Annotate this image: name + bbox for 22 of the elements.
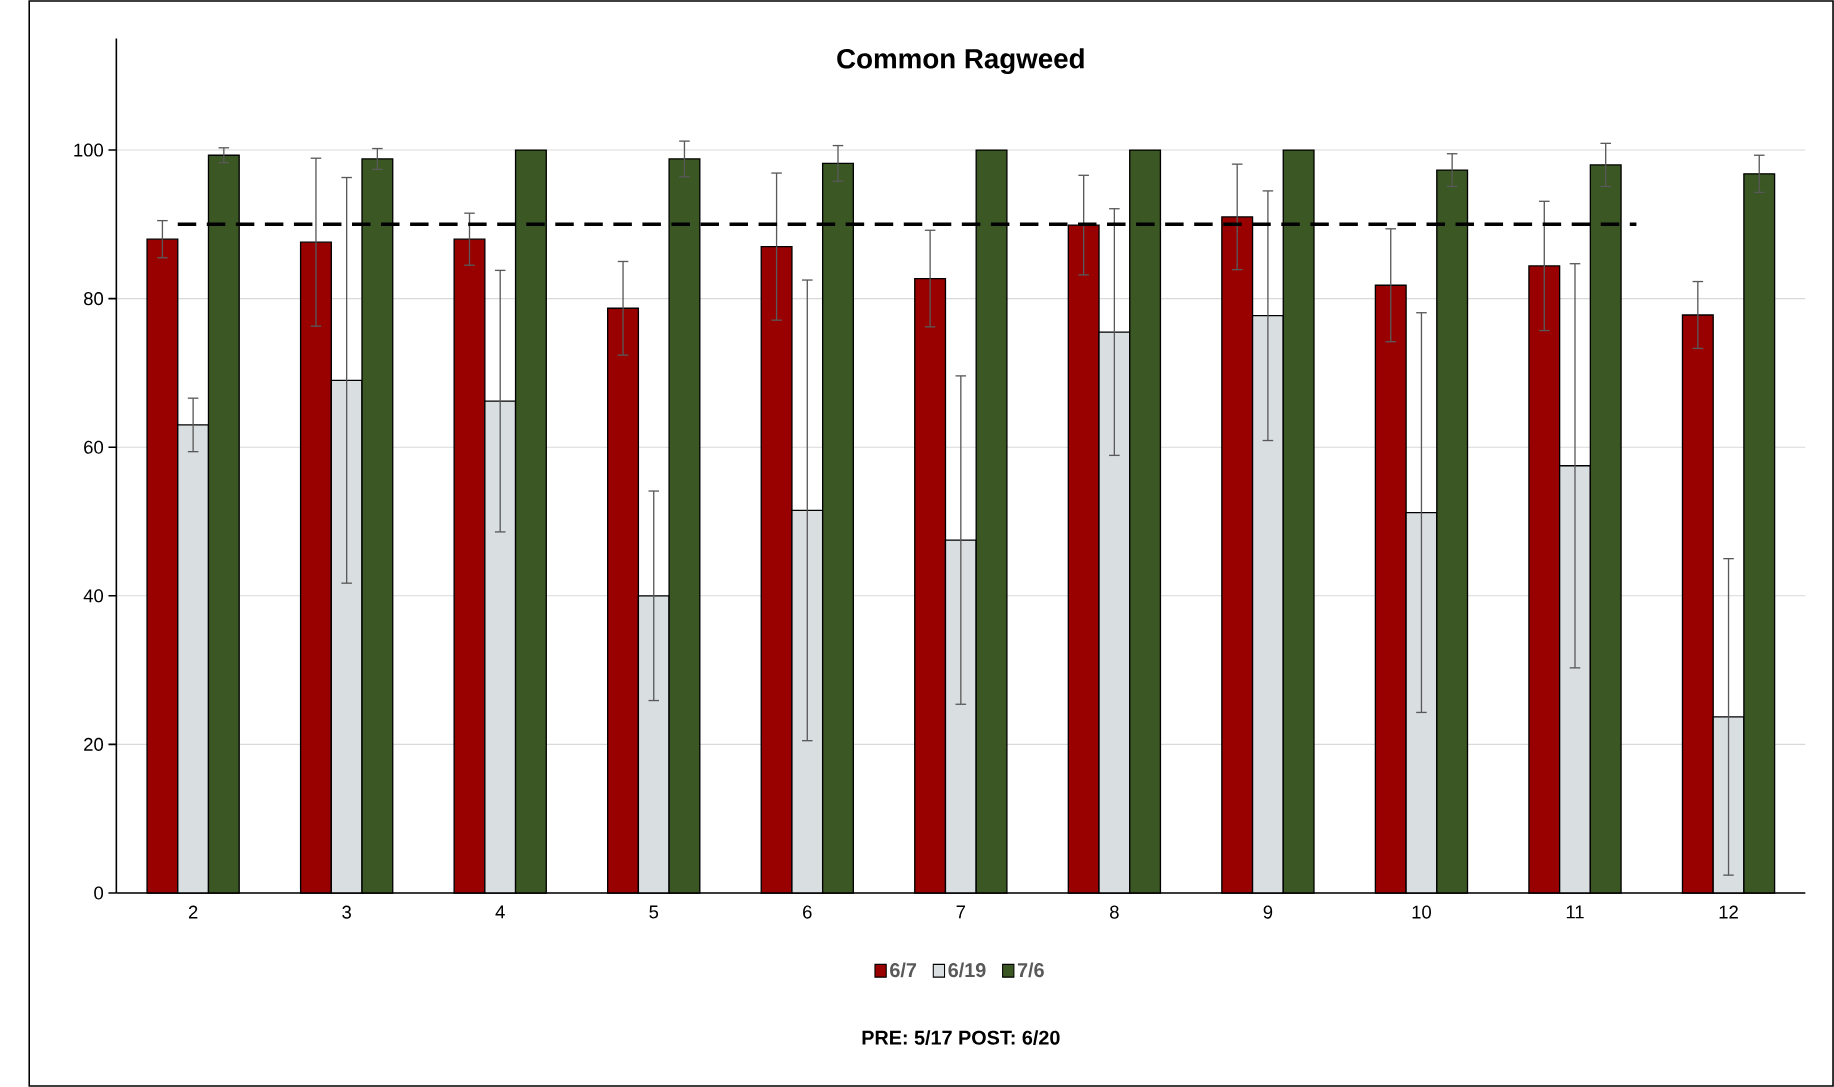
x-tick-label: 12 [1719,905,1738,919]
legend-label: 7/6 [1017,962,1044,978]
x-tick-label: 9 [1263,905,1273,919]
x-tick-label: 11 [1566,905,1584,919]
x-tick-label: 8 [1110,905,1119,919]
x-tick-label: 7 [956,905,966,919]
x-tick-label: 2 [188,905,198,919]
x-tick-label: 10 [1412,905,1432,919]
y-tick-label: 80 [84,292,104,306]
y-tick-label: 20 [84,737,104,751]
chart-title: Common Ragweed [837,48,1084,75]
text: PRE: 5/17 POST: 6/20 [862,1030,1060,1045]
y-tick-label: 60 [84,440,104,454]
y-tick-label: 0 [94,886,104,900]
x-tick-label: 4 [495,905,505,919]
y-tick-label: 100 [74,143,104,157]
legend-label: 6/7 [890,962,917,978]
y-tick-label: 40 [83,589,104,603]
x-tick-label: 3 [342,905,351,919]
legend-label: 6/19 [948,962,986,978]
x-tick-label: 5 [649,905,659,919]
x-tick-label: 6 [803,905,812,919]
